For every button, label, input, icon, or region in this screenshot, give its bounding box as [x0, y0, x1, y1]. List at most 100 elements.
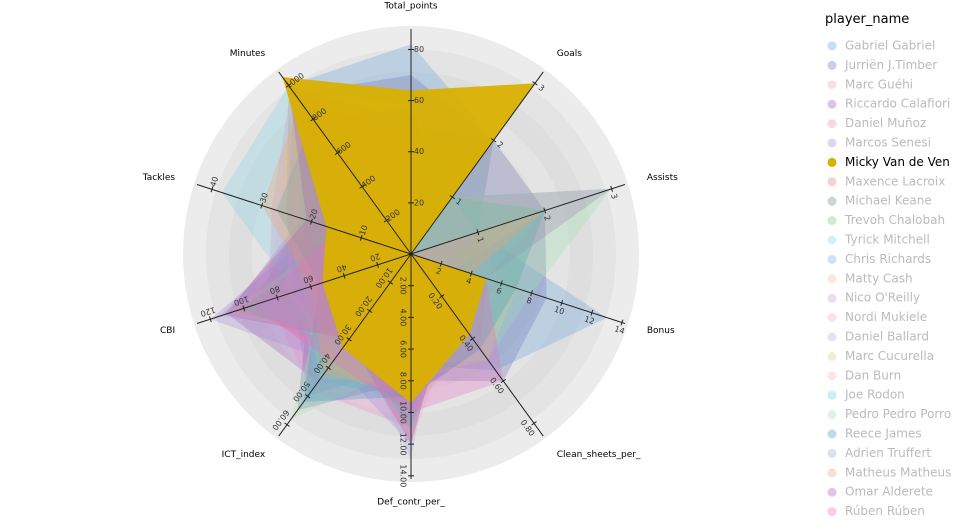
legend-label: Gabriel Gabriel — [845, 39, 935, 53]
legend-symbol — [827, 410, 837, 420]
tick-mark — [376, 261, 379, 268]
axis-line — [410, 183, 626, 255]
legend-item[interactable]: Marc Guéhi — [827, 77, 914, 91]
legend-item[interactable]: Rúben Rúben — [827, 504, 925, 518]
legend-symbol — [827, 196, 837, 206]
axis-line — [196, 253, 412, 325]
axis-title: Minutes — [230, 49, 266, 59]
tick-label: 14 — [613, 324, 625, 336]
tick-mark — [560, 299, 564, 306]
legend-item[interactable]: Pedro Pedro Porro — [827, 407, 952, 421]
tick-mark — [449, 194, 456, 200]
tick-mark — [310, 218, 313, 225]
axis-title: ICT_index — [222, 450, 266, 460]
axis-line — [278, 253, 412, 437]
tick-label: 80 — [414, 45, 424, 54]
legend-item[interactable]: Michael Keane — [827, 194, 932, 208]
tick-mark — [284, 422, 290, 427]
legend-item[interactable]: Maxence Lacroix — [827, 174, 946, 188]
legend-item[interactable]: Daniel Ballard — [827, 330, 930, 344]
tick-mark — [342, 272, 346, 279]
legend-symbol — [827, 274, 837, 284]
legend-symbol — [827, 254, 837, 264]
tick-label: 40 — [209, 175, 221, 187]
axis-title: Tackles — [142, 173, 176, 183]
tick-mark — [346, 337, 352, 342]
legend-item[interactable]: Micky Van de Ven — [827, 155, 950, 169]
tick-label: 2 — [495, 140, 504, 150]
legend-item[interactable]: Nico O'Reilly — [827, 291, 921, 305]
legend-item[interactable]: Daniel Muñoz — [827, 116, 927, 130]
legend-symbol — [827, 448, 837, 458]
tick-mark — [275, 294, 279, 301]
legend-item[interactable]: Matheus Matheus N — [827, 465, 956, 479]
axis-title: Clean_sheets_per_ — [557, 450, 641, 460]
legend-item[interactable]: Matty Cash — [827, 271, 913, 285]
legend-label: Chris Richards — [845, 252, 931, 266]
tick-mark — [439, 260, 443, 267]
legend-symbol — [827, 119, 837, 129]
legend-label: Omar Alderete — [845, 485, 933, 499]
legend-symbol — [827, 332, 837, 342]
legend-item[interactable]: Marcos Senesi — [827, 136, 931, 150]
legend-label: Joe Rodon — [844, 388, 905, 402]
legend-symbol — [827, 371, 837, 381]
tick-label: 20 — [369, 251, 381, 263]
legend-symbol — [827, 487, 837, 497]
tick-label: 80 — [269, 284, 281, 296]
legend-label: Pedro Pedro Porro — [845, 407, 951, 421]
legend-symbol — [827, 351, 837, 361]
legend-label: Trevoh Chalobah — [844, 213, 945, 227]
legend-item[interactable]: Riccardo Calafiori — [827, 97, 951, 111]
legend-symbol — [827, 41, 837, 51]
legend-symbol — [827, 80, 837, 90]
axis-line — [410, 71, 544, 255]
tick-label: 30 — [258, 192, 270, 204]
tick-mark — [469, 270, 473, 277]
tick-label: 20 — [414, 198, 424, 207]
tick-label: 4 — [465, 276, 473, 286]
tick-label: 4.00 — [399, 308, 408, 326]
legend-symbol — [827, 138, 837, 148]
legend-item[interactable]: Adrien Truffert — [827, 446, 932, 460]
tick-mark — [210, 186, 214, 193]
tick-mark — [309, 283, 313, 290]
legend-label: Marcos Senesi — [845, 136, 931, 150]
legend-item[interactable]: Marc Cucurella — [827, 349, 935, 363]
tick-mark — [500, 280, 503, 287]
legend-label: Nico O'Reilly — [845, 291, 920, 305]
tick-label: 10 — [553, 305, 565, 317]
legend-item[interactable]: Gabriel Gabriel — [827, 39, 936, 53]
legend-label: Nordi Mukiele — [845, 310, 927, 324]
axis-title: CBI — [160, 326, 175, 336]
legend-item[interactable]: Trevoh Chalobah — [827, 213, 946, 227]
legend-item[interactable]: Reece James — [827, 427, 922, 441]
tick-mark — [387, 280, 394, 285]
legend-label: Adrien Truffert — [845, 446, 931, 460]
legend-symbol — [827, 429, 837, 439]
tick-label: 40 — [335, 262, 347, 274]
tick-label: 2.00 — [399, 277, 408, 295]
legend-label: Matty Cash — [845, 271, 913, 285]
tick-mark — [610, 185, 614, 192]
tick-mark — [532, 81, 538, 86]
tick-label: 100 — [233, 294, 250, 307]
legend-item[interactable]: Chris Richards — [827, 252, 932, 266]
legend-label: Jurriën J.Timber — [844, 58, 937, 72]
legend-label: Matheus Matheus N — [845, 465, 956, 479]
legend-item[interactable]: Nordi Mukiele — [827, 310, 928, 324]
legend-label: Marc Cucurella — [845, 349, 934, 363]
axis-line — [410, 253, 626, 325]
legend-title: player_name — [825, 12, 909, 27]
legend-item[interactable]: Joe Rodon — [827, 388, 905, 402]
tick-mark — [531, 421, 537, 426]
tick-mark — [260, 202, 264, 209]
legend-item[interactable]: Tyrick Mitchell — [827, 233, 930, 247]
legend-item[interactable]: Jurriën J.Timber — [827, 58, 938, 72]
tick-mark — [469, 336, 476, 341]
tick-mark — [334, 150, 341, 156]
legend-item[interactable]: Dan Burn — [827, 368, 902, 382]
legend-item[interactable]: Omar Alderete — [827, 485, 933, 499]
axis-line — [196, 183, 412, 255]
